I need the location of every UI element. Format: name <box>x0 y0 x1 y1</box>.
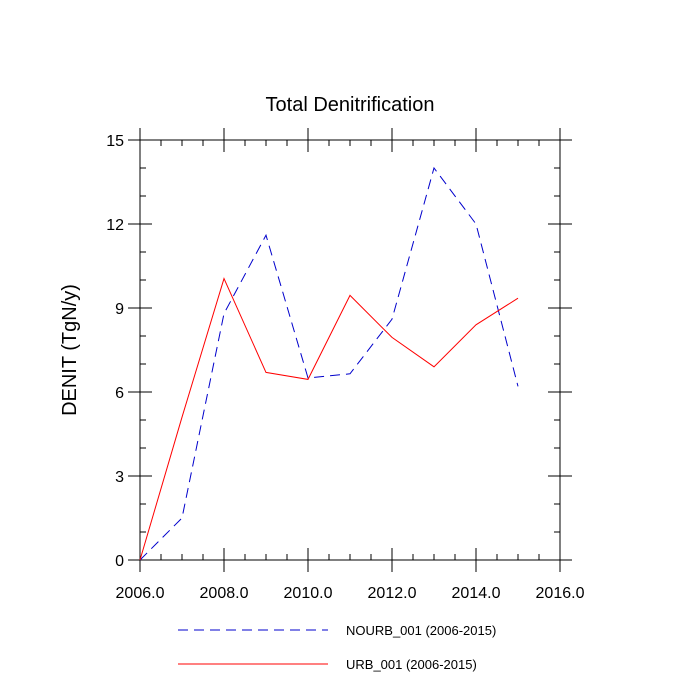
series-line-1 <box>139 166 519 561</box>
y-tick-label: 9 <box>115 301 124 318</box>
axis-ticks <box>128 128 572 572</box>
y-tick-label: 6 <box>115 385 124 402</box>
y-tick-label: 12 <box>106 217 124 234</box>
series-lines <box>139 166 519 561</box>
x-tick-label: 2006.0 <box>116 585 165 602</box>
legend: NOURB_001 (2006-2015) URB_001 (2006-2015) <box>178 623 496 672</box>
chart-title: Total Denitrification <box>266 94 435 116</box>
x-tick-label: 2008.0 <box>200 585 249 602</box>
y-tick-label: 0 <box>115 553 124 570</box>
series-line-2 <box>139 277 519 561</box>
plot-frame <box>139 139 561 561</box>
y-tick-label: 3 <box>115 469 124 486</box>
x-tick-label: 2014.0 <box>452 585 501 602</box>
x-tick-label: 2016.0 <box>536 585 585 602</box>
legend-label-2: URB_001 (2006-2015) <box>346 657 477 672</box>
tick-labels: 2006.0 2008.0 2010.0 2012.0 2014.0 2016.0 0 3 6 9… <box>106 133 584 602</box>
y-tick-label: 15 <box>106 133 124 150</box>
x-tick-label: 2012.0 <box>368 585 417 602</box>
y-axis-label: DENIT (TgN/y) <box>59 284 81 416</box>
x-tick-label: 2010.0 <box>284 585 333 602</box>
legend-label-1: NOURB_001 (2006-2015) <box>346 623 496 638</box>
